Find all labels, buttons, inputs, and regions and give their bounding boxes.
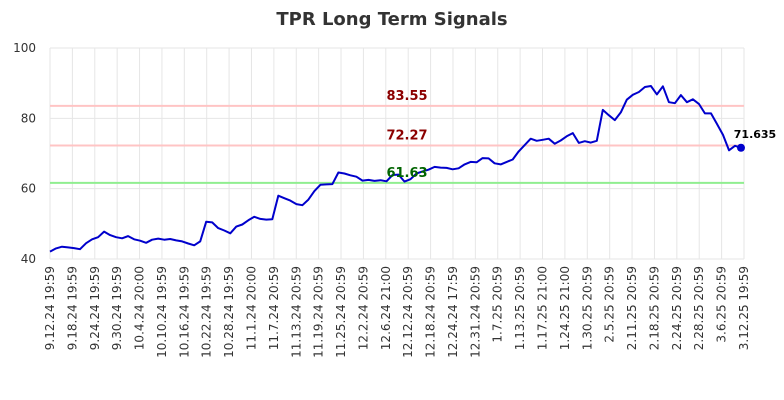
grid xyxy=(49,47,745,260)
x-tick-label: 11.13.24 20:59 xyxy=(289,266,303,358)
x-tick-label: 2.11.25 20:59 xyxy=(625,266,639,350)
x-tick-label: 11.7.24 20:59 xyxy=(267,266,281,350)
x-tick-label: 2.24.25 20:59 xyxy=(670,266,684,350)
x-tick-label: 11.1.24 20:00 xyxy=(244,266,258,350)
x-tick-label: 1.24.25 21:00 xyxy=(558,266,572,350)
annotations: 83.55 72.27 61.63 71.635 xyxy=(386,89,776,181)
x-tick-label: 2.5.25 20:59 xyxy=(603,266,617,343)
x-tick-label: 10.22.24 19:59 xyxy=(200,266,214,358)
x-tick-label: 9.12.24 19:59 xyxy=(43,266,57,350)
x-tick-label: 3.6.25 20:59 xyxy=(715,266,729,343)
x-tick-label: 10.16.24 19:59 xyxy=(177,266,191,358)
x-tick-label: 12.18.24 20:59 xyxy=(424,266,438,358)
y-tick-label: 40 xyxy=(21,252,36,266)
series xyxy=(49,85,745,253)
x-tick-label: 12.24.24 17:59 xyxy=(446,266,460,358)
x-tick-label: 11.25.24 20:59 xyxy=(334,266,348,358)
level-label: 72.27 xyxy=(386,129,427,144)
x-tick-label: 12.2.24 20:59 xyxy=(356,266,370,350)
x-tick-label: 12.6.24 21:00 xyxy=(379,266,393,350)
y-tick-label: 100 xyxy=(13,41,36,55)
axes: 40 60 80 100 9.12.24 19:59 9.18.24 19:59 9.24.… xyxy=(13,41,751,358)
x-tick-label: 12.12.24 20:59 xyxy=(401,266,415,358)
series-line xyxy=(49,85,742,253)
x-tick-label: 11.19.24 20:59 xyxy=(312,266,326,358)
x-tick-label: 9.18.24 19:59 xyxy=(65,266,79,350)
x-tick-label: 1.13.25 20:59 xyxy=(513,266,527,350)
x-tick-label: 1.17.25 21:00 xyxy=(536,266,550,350)
signal-levels xyxy=(50,104,744,184)
x-tick-label: 10.10.24 19:59 xyxy=(155,266,169,358)
x-tick-label: 3.12.25 19:59 xyxy=(737,266,751,350)
x-tick-label: 9.30.24 19:59 xyxy=(110,266,124,350)
x-tick-label: 10.28.24 19:59 xyxy=(222,266,236,358)
y-tick-label: 80 xyxy=(21,111,36,125)
x-tick-label: 1.7.25 20:59 xyxy=(491,266,505,343)
level-label: 83.55 xyxy=(386,89,427,104)
y-tick-label: 60 xyxy=(21,182,36,196)
x-tick-label: 2.28.25 20:59 xyxy=(692,266,706,350)
chart-title: TPR Long Term Signals xyxy=(276,9,507,30)
x-tick-label: 1.30.25 20:59 xyxy=(580,266,594,350)
x-tick-label: 2.18.25 20:59 xyxy=(647,266,661,350)
x-tick-label: 10.4.24 20:00 xyxy=(133,266,147,350)
level-label: 61.63 xyxy=(386,166,427,181)
last-point-marker xyxy=(737,143,745,152)
x-tick-label: 9.24.24 19:59 xyxy=(88,266,102,350)
x-tick-label: 12.31.24 20:59 xyxy=(468,266,482,358)
last-value-label: 71.635 xyxy=(734,128,776,141)
